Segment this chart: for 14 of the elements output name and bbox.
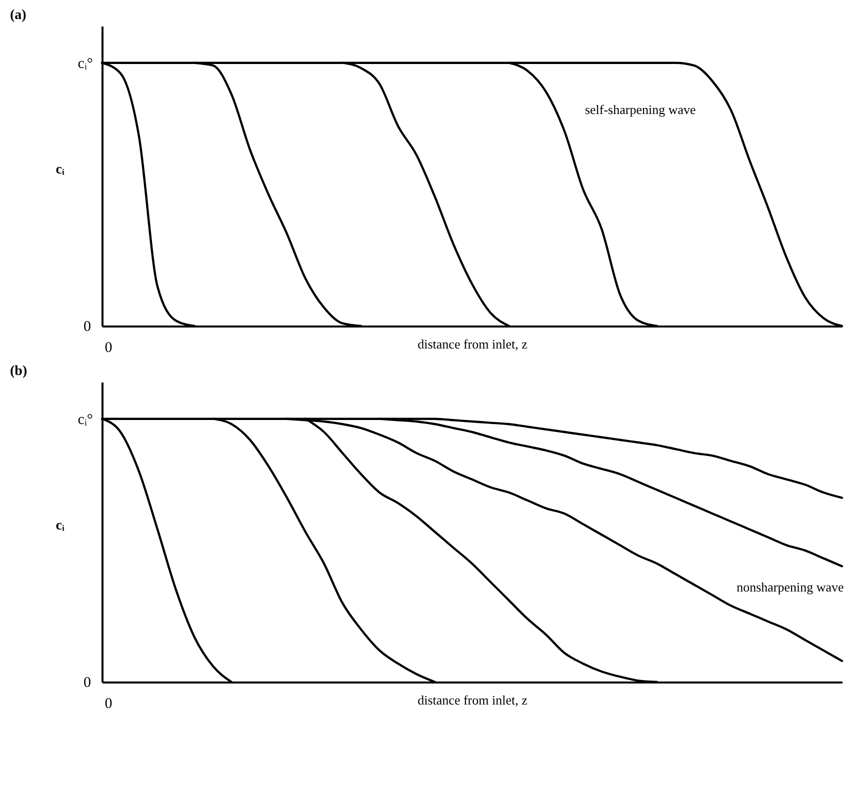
x-axis-title: distance from inlet, z: [418, 692, 528, 708]
text: cᵢ°: [78, 412, 93, 428]
y-axis-title: cᵢ: [56, 518, 66, 534]
annotation: self-sharpening wave: [584, 102, 696, 118]
text: 0: [104, 696, 112, 712]
y-axis-title: cᵢ: [56, 162, 66, 178]
x-axis-title: distance from inlet, z: [418, 336, 528, 352]
chart-title: (a): [10, 8, 27, 23]
text: 0: [83, 675, 91, 691]
text: 0: [104, 340, 112, 356]
text: cᵢ°: [78, 56, 93, 72]
text: 0: [83, 319, 91, 335]
annotation: nonsharpening wave: [736, 579, 844, 594]
chart-title: (b): [10, 364, 28, 379]
